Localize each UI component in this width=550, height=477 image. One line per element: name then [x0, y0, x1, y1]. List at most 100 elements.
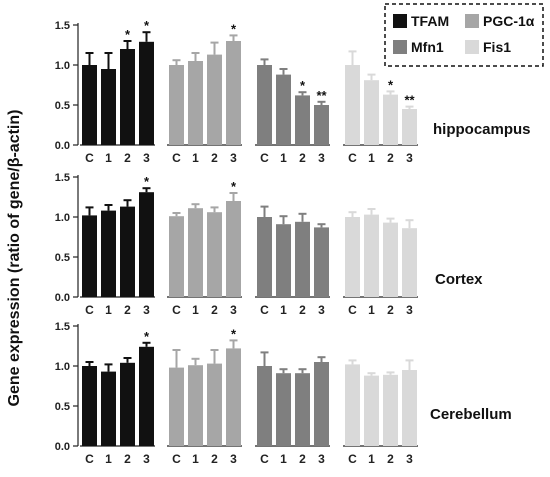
significance-mark: *: [231, 326, 237, 341]
bar: [226, 201, 241, 297]
category-label: 3: [230, 151, 237, 165]
category-label: 3: [406, 151, 413, 165]
bar: [314, 227, 329, 297]
bar: [169, 216, 184, 297]
category-label: 1: [105, 303, 112, 317]
category-label: 1: [280, 303, 287, 317]
series-pgc1: C 1 2 * 3: [167, 21, 242, 165]
category-label: 3: [406, 303, 413, 317]
bar: [188, 365, 203, 446]
y-tick-label: 0.0: [55, 292, 70, 304]
category-label: 2: [387, 452, 394, 466]
region-label-hippocampus: hippocampus: [433, 121, 531, 138]
bar: [169, 65, 184, 145]
y-tick-label: 1.5: [55, 172, 70, 184]
legend-label-mfn1: Mfn1: [411, 39, 444, 55]
category-label: 1: [280, 151, 287, 165]
category-label: 2: [124, 303, 131, 317]
category-label: C: [172, 303, 181, 317]
bar: [295, 221, 310, 297]
y-tick-label: 0.5: [55, 252, 70, 264]
category-label: 1: [192, 452, 199, 466]
bar: [120, 49, 135, 145]
bar: [188, 61, 203, 145]
legend-swatch-fis1: [465, 40, 479, 54]
bar: [82, 366, 97, 446]
y-tick-label: 1.5: [55, 20, 70, 32]
category-label: 2: [387, 303, 394, 317]
category-label: 1: [105, 452, 112, 466]
category-label: C: [85, 151, 94, 165]
category-label: 3: [143, 151, 150, 165]
series-tfam: C 1 2 * 3: [80, 174, 155, 317]
bar: [345, 364, 360, 446]
bar: [169, 367, 184, 446]
bar: [101, 69, 116, 145]
significance-mark: *: [144, 174, 150, 189]
bar: [226, 348, 241, 446]
bar: [101, 210, 116, 297]
bar: [257, 366, 272, 446]
y-tick-label: 1.0: [55, 212, 70, 224]
bar: [314, 362, 329, 446]
y-tick-label: 0.5: [55, 100, 70, 112]
bar: [345, 65, 360, 145]
bar: [383, 94, 398, 145]
bar: [101, 371, 116, 446]
bar: [139, 346, 154, 446]
significance-mark: *: [125, 27, 131, 42]
category-label: C: [172, 151, 181, 165]
significance-mark: *: [144, 329, 150, 344]
category-label: 1: [280, 452, 287, 466]
bar: [402, 370, 417, 446]
bar: [257, 217, 272, 297]
y-tick-label: 1.0: [55, 361, 70, 373]
category-label: C: [260, 303, 269, 317]
series-tfam: C 1 2 * 3: [80, 329, 155, 466]
category-label: C: [348, 303, 357, 317]
legend-box: [384, 3, 544, 67]
category-label: C: [172, 452, 181, 466]
region-label-cortex: Cortex: [435, 271, 483, 288]
significance-mark: **: [316, 88, 327, 103]
bar: [207, 363, 222, 446]
bar: [364, 214, 379, 297]
bar: [383, 222, 398, 297]
bar: [82, 65, 97, 145]
legend-swatch-mfn1: [393, 40, 407, 54]
category-label: 2: [124, 452, 131, 466]
legend-swatch-tfam: [393, 14, 407, 28]
bar: [276, 74, 291, 145]
category-label: C: [85, 452, 94, 466]
category-label: C: [348, 452, 357, 466]
category-label: C: [85, 303, 94, 317]
legend-swatch-pgc1a: [465, 14, 479, 28]
category-label: C: [260, 151, 269, 165]
bar: [226, 41, 241, 145]
legend-label-pgc1a: PGC-1α: [483, 13, 535, 29]
category-label: 2: [211, 151, 218, 165]
bar: [295, 373, 310, 446]
category-label: 3: [318, 452, 325, 466]
category-label: 2: [211, 452, 218, 466]
bar: [120, 362, 135, 446]
bar: [207, 54, 222, 145]
category-label: 3: [143, 303, 150, 317]
y-axis-label: Gene expression (ratio of gene/β-actin): [6, 110, 23, 407]
category-label: 2: [211, 303, 218, 317]
category-label: 2: [387, 151, 394, 165]
bar: [257, 65, 272, 145]
y-tick-label: 0.0: [55, 140, 70, 152]
y-tick-label: 0.0: [55, 441, 70, 453]
category-label: 1: [368, 303, 375, 317]
significance-mark: *: [231, 21, 237, 36]
category-label: 1: [368, 151, 375, 165]
bar: [364, 80, 379, 145]
category-label: 2: [124, 151, 131, 165]
category-label: 3: [318, 151, 325, 165]
category-label: 3: [143, 452, 150, 466]
bar: [402, 109, 417, 145]
